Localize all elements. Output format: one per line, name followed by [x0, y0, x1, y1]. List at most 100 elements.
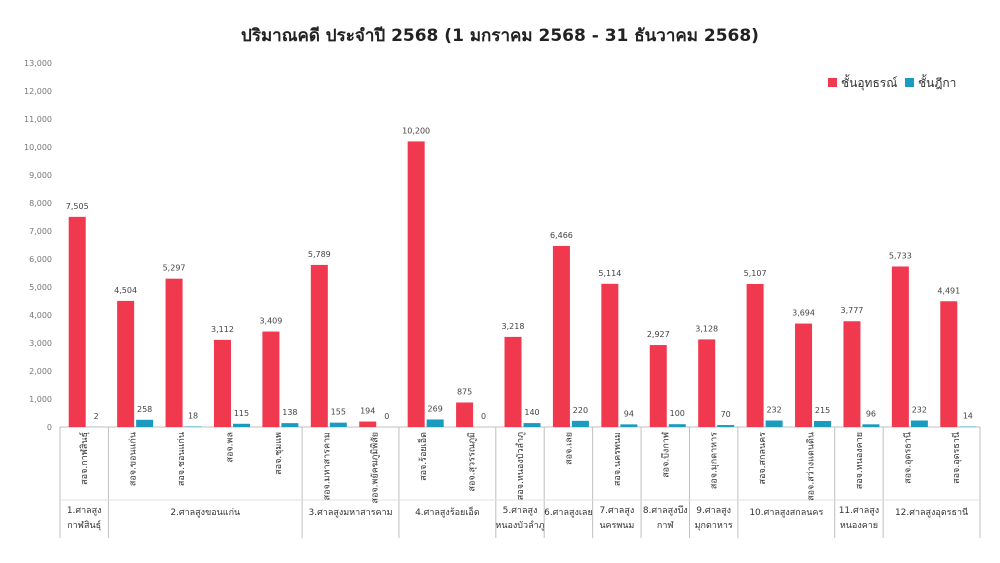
y-tick-label: 0 — [47, 423, 52, 432]
bar-supreme — [329, 422, 347, 427]
data-label-supreme: 96 — [866, 409, 876, 418]
bar-supreme — [281, 423, 299, 427]
category-label: สอจ.นครพนม — [613, 432, 623, 486]
data-label-appeal: 4,504 — [114, 286, 137, 295]
chart-title: ปริมาณคดี ประจำปี 2568 (1 มกราคม 2568 - … — [241, 26, 759, 46]
legend: ชั้นอุทธรณ์ ชั้นฎีกา — [828, 74, 956, 91]
data-label-supreme: 0 — [481, 412, 486, 421]
data-label-supreme: 232 — [912, 406, 927, 415]
category-label: สอจ.ขอนแก่น — [129, 432, 139, 486]
bar-appeal — [310, 264, 328, 427]
data-label-supreme: 269 — [428, 404, 443, 413]
data-label-appeal: 3,777 — [840, 306, 863, 315]
data-label-appeal: 6,466 — [550, 231, 573, 240]
data-label-supreme: 14 — [963, 412, 973, 421]
bar-appeal — [213, 339, 231, 427]
category-label: สอจ.หนองบัวลำภู — [515, 432, 526, 500]
bar-appeal — [698, 339, 716, 427]
y-tick-label: 9,000 — [29, 171, 52, 180]
category-label: สอจ.ชุมแพ — [274, 432, 284, 475]
bar-supreme — [426, 419, 444, 427]
category-label: สอจ.พล — [225, 432, 235, 462]
bar-appeal — [891, 266, 909, 427]
bar-supreme — [862, 424, 880, 427]
bar-supreme — [232, 423, 250, 427]
group-label: มุกดาหาร — [695, 521, 733, 531]
bar-appeal — [649, 345, 667, 427]
bar-supreme — [717, 425, 735, 427]
group-label: กาฬ — [657, 520, 675, 531]
group-label: 9.ศาลสูง — [696, 506, 731, 516]
bar-appeal — [165, 278, 183, 427]
bar-appeal — [359, 421, 377, 427]
group-label: 3.ศาลสูงมหาสารคาม — [308, 508, 392, 518]
y-tick-label: 13,000 — [24, 59, 52, 68]
data-label-appeal: 3,128 — [695, 324, 718, 333]
y-tick-label: 5,000 — [29, 283, 52, 292]
data-label-supreme: 140 — [524, 408, 539, 417]
bar-supreme — [571, 420, 589, 427]
legend-label-appeal: ชั้นอุทธรณ์ — [841, 74, 897, 91]
data-label-supreme: 220 — [573, 406, 588, 415]
group-label: นครพนม — [599, 521, 634, 531]
data-label-supreme: 138 — [282, 408, 297, 417]
data-label-supreme: 215 — [815, 406, 830, 415]
bar-supreme — [668, 424, 686, 427]
bar-supreme — [910, 420, 928, 427]
data-label-appeal: 5,114 — [598, 269, 621, 278]
bar-appeal — [601, 283, 619, 427]
data-label-appeal: 3,409 — [259, 317, 282, 326]
legend-swatch-appeal — [828, 78, 837, 87]
data-label-appeal: 3,218 — [502, 322, 525, 331]
bar-appeal — [407, 141, 425, 427]
y-tick-label: 1,000 — [29, 395, 52, 404]
category-label: สอจ.หนองคาย — [855, 432, 865, 489]
y-tick-label: 4,000 — [29, 311, 52, 320]
bar-appeal — [68, 216, 86, 427]
data-label-supreme: 0 — [384, 412, 389, 421]
bar-supreme — [765, 420, 783, 427]
bar-supreme — [136, 419, 154, 427]
y-tick-label: 8,000 — [29, 199, 52, 208]
group-label: 5.ศาลสูง — [503, 506, 538, 516]
bar-appeal — [795, 323, 813, 427]
category-label: สอจ.มหาสารคาม — [322, 432, 332, 500]
group-label: หนองบัวลำภู — [495, 520, 544, 531]
category-label: สอจ.กาฬสินธุ์ — [78, 432, 90, 485]
bar-supreme — [814, 420, 832, 427]
bar-appeal — [504, 336, 522, 427]
data-label-appeal: 5,789 — [308, 250, 331, 259]
data-label-supreme: 2 — [94, 412, 99, 421]
data-label-appeal: 5,733 — [889, 251, 912, 260]
group-label: กาฬสินธุ์ — [67, 519, 101, 531]
category-label: สอจ.ร้อยเอ็ด — [416, 432, 429, 481]
bar-appeal — [940, 301, 958, 427]
data-label-supreme: 94 — [624, 409, 634, 418]
bar-appeal — [117, 300, 135, 427]
group-label: 12.ศาลสูงอุดรธานี — [895, 507, 968, 518]
group-label: 10.ศาลสูงสกลนคร — [749, 508, 823, 518]
data-label-supreme: 70 — [721, 410, 731, 419]
y-tick-label: 11,000 — [24, 115, 52, 124]
data-label-appeal: 5,107 — [744, 269, 767, 278]
data-label-appeal: 2,927 — [647, 330, 670, 339]
data-label-appeal: 3,112 — [211, 325, 234, 334]
category-label: สอจ.อุดรธานี — [951, 432, 962, 484]
category-label: สอจ.อุดรธานี — [902, 432, 913, 484]
y-tick-label: 6,000 — [29, 255, 52, 264]
group-label: 2.ศาลสูงขอนแก่น — [170, 508, 240, 518]
category-label: สอจ.พยัคฆภูมิพิสัย — [370, 432, 381, 504]
data-label-appeal: 4,491 — [937, 286, 960, 295]
group-label: 6.ศาลสูงเลย — [544, 508, 593, 518]
bar-appeal — [843, 321, 861, 427]
category-label: สอจ.ชอนแก่น — [177, 432, 187, 486]
group-label: 8.ศาลสูงบึง — [643, 505, 688, 516]
bar-supreme — [184, 426, 202, 427]
category-label: สอจ.สกลนคร — [758, 432, 768, 485]
data-label-appeal: 194 — [360, 407, 375, 416]
labels-layer: 7,505 2 สอจ.กาฬสินธุ์ 4,504 258 สอจ.ขอนแก่น 5,… — [66, 126, 973, 531]
group-label: 4.ศาลสูงร้อยเอ็ด — [415, 505, 480, 518]
bar-supreme — [523, 423, 541, 427]
data-label-appeal: 3,694 — [792, 309, 815, 318]
